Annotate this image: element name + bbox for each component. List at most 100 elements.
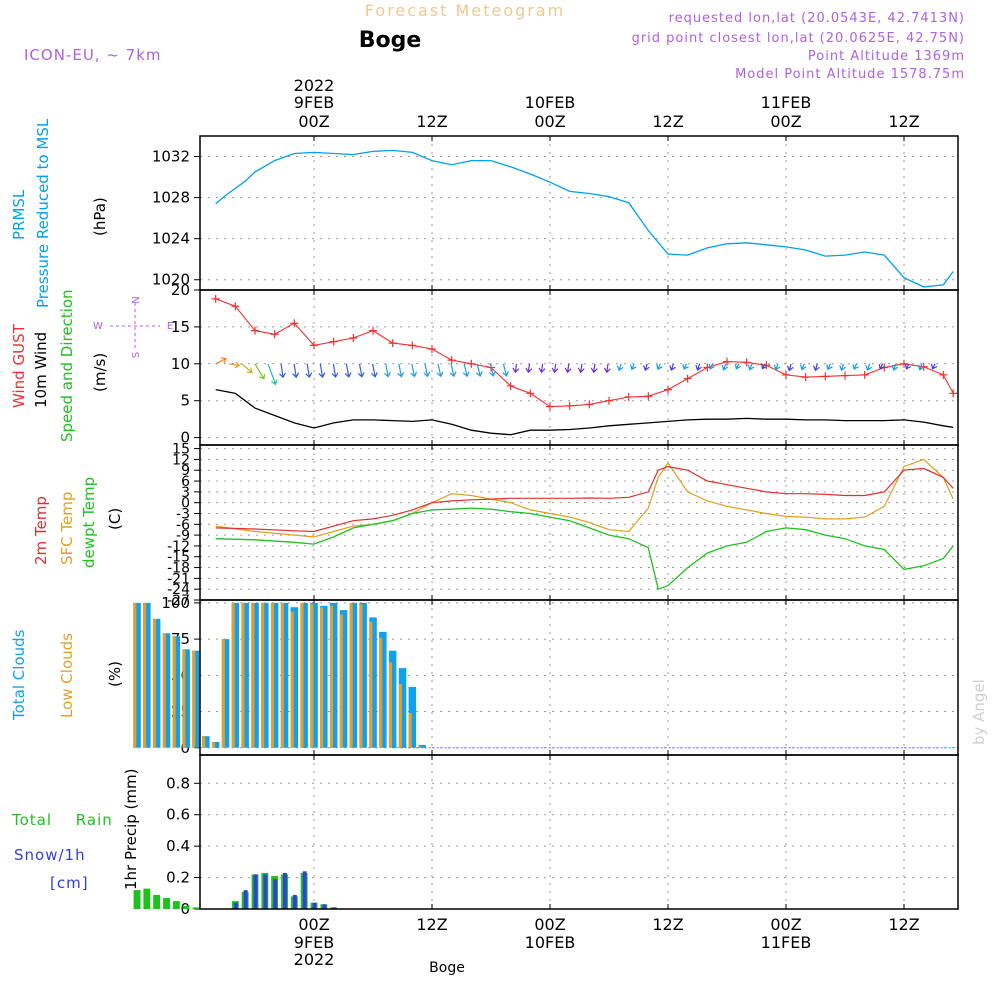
gust-marker (841, 371, 849, 380)
wind-arrow (525, 363, 533, 374)
y-tick-label-2-11: -18 (167, 561, 190, 577)
speed-dir-label: Speed and Direction (58, 289, 76, 442)
wind-arrow (616, 363, 624, 372)
y-tick-label-4-2: 0.4 (166, 837, 190, 855)
wind-arrow (564, 363, 572, 374)
top-year: 2022 (294, 76, 335, 95)
y-tick-label-0-1: 1024 (152, 230, 190, 248)
compass-e: E (167, 321, 173, 332)
low-cloud-bar (143, 602, 147, 748)
total-cloud-bar (133, 602, 141, 748)
temp-unit: (C) (106, 508, 124, 530)
y-tick-label-2-4: 3 (181, 485, 190, 501)
bottom-hour-2: 12Z (416, 915, 447, 934)
total-cloud-bar (379, 631, 387, 748)
wind-arrow (761, 363, 768, 370)
total-cloud-bar (349, 602, 358, 748)
wind-arrow (734, 363, 742, 370)
total-cloud-bar (172, 636, 181, 748)
wind-arrow (551, 363, 559, 374)
top-hour-3: 00Z (534, 112, 565, 131)
gust-marker (782, 370, 790, 379)
gust-marker (900, 359, 908, 368)
low-cloud-bar (133, 602, 137, 748)
compass-s: S (131, 352, 142, 358)
snow-bar (233, 902, 238, 909)
gust-marker (329, 337, 338, 346)
gust-marker (860, 370, 869, 379)
y-tick-label-1-3: 15 (171, 318, 190, 336)
snow-unit-label: [cm] (50, 874, 89, 892)
header-location: Boge (359, 28, 422, 53)
wind-arrow (839, 363, 846, 372)
y-tick-label-4-3: 0.6 (166, 806, 190, 824)
total-cloud-bar (369, 617, 377, 748)
wind-arrow (747, 363, 755, 371)
low-cloud-bar (192, 650, 196, 748)
total-cloud-bar (202, 736, 210, 748)
wind-arrow (241, 363, 253, 374)
top-hour-6: 12Z (888, 112, 919, 131)
wind-line (215, 388, 954, 436)
total-cloud-bar (329, 602, 338, 748)
low-cloud-bar (280, 602, 284, 748)
wind-arrow (852, 363, 859, 371)
gust-marker (546, 402, 554, 411)
precip-unit: 1hr Precip (mm) (122, 769, 140, 890)
low-cloud-bar (211, 742, 215, 748)
total-cloud-bar (143, 602, 151, 748)
gust-marker (270, 330, 279, 339)
gust-marker (310, 341, 318, 350)
wind-arrow (682, 363, 689, 370)
gust-marker (408, 341, 417, 350)
gust-marker (585, 400, 594, 409)
bottom-hour-3: 00Z (534, 915, 565, 934)
total-cloud-bar (290, 607, 299, 748)
cloud-unit: (%) (106, 661, 124, 687)
wind-arrow (695, 363, 702, 371)
bottom-hour-1: 00Z (298, 915, 329, 934)
top-date-2: 10FEB (525, 93, 576, 112)
wind-arrow (436, 363, 444, 378)
gust-marker (526, 389, 535, 398)
top-date-3: 11FEB (761, 93, 812, 112)
y-tick-label-2-1: 12 (172, 452, 190, 468)
wind-arrow (577, 363, 585, 374)
total-cloud-bar (270, 602, 279, 748)
y-tick-label-2-7: -6 (176, 517, 190, 533)
total-cloud-bar (231, 602, 240, 748)
gust-marker (723, 357, 731, 366)
low-cloud-bar (182, 649, 186, 748)
y-tick-label-2-2: 9 (181, 463, 190, 479)
bottom-date-1: 9FEB (294, 933, 334, 952)
gust-marker (388, 339, 397, 348)
low-cloud-bar (339, 614, 343, 748)
total-cloud-bar (162, 633, 171, 748)
y-tick-label-2-6: -3 (176, 506, 190, 522)
top-hour-1: 00Z (298, 112, 329, 131)
wind-arrow (344, 363, 352, 378)
wind-arrow (512, 363, 520, 374)
low-cloud-bar (231, 602, 235, 748)
gust-marker (801, 373, 810, 382)
snow-bar (312, 902, 317, 909)
wind-arrow (215, 357, 227, 365)
low-cloud-bar (300, 602, 304, 748)
wind-arrow (489, 363, 496, 377)
wind-arrow (643, 363, 650, 372)
gust-marker (939, 370, 948, 379)
bottom-hour-6: 12Z (888, 915, 919, 934)
snow-bar (302, 871, 307, 909)
y-tick-label-1-2: 10 (171, 355, 190, 373)
dewpt-line (215, 507, 954, 591)
low-cloud-bar (310, 604, 314, 748)
total-cloud-bar (320, 605, 328, 748)
gust-marker (467, 359, 476, 368)
y-tick-label-2-3: 6 (181, 474, 190, 490)
wind-arrow (603, 363, 611, 374)
bottom-date-2: 10FEB (525, 933, 576, 952)
y-tick-label-0-0: 1020 (152, 271, 190, 289)
snow-bar (263, 874, 268, 909)
total-cloud-bar (310, 602, 318, 748)
